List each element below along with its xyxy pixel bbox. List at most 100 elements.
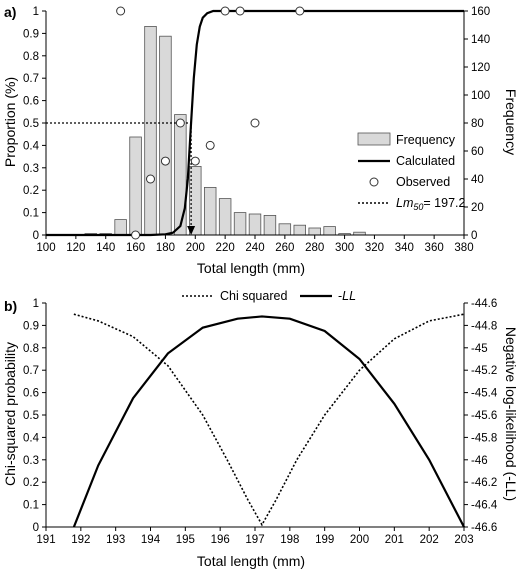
legend-observed-label: Observed xyxy=(396,175,450,189)
x-tick-label: 220 xyxy=(216,242,235,254)
frequency-bar xyxy=(159,35,172,236)
y-tick-label: 0.9 xyxy=(23,28,39,40)
y-tick-label: 1 xyxy=(33,298,39,310)
y2-tick-label: 20 xyxy=(471,202,484,214)
legend-ll-label: -LL xyxy=(338,289,356,303)
y2-tick-label: -45 xyxy=(471,343,488,355)
legend-calculated-label: Calculated xyxy=(396,154,455,168)
x-tick-label: 192 xyxy=(71,534,90,546)
legend-lm50-prefix: Lm xyxy=(396,196,413,210)
frequency-bar xyxy=(218,198,232,236)
legend-lm50-subscript: 50 xyxy=(413,202,423,212)
neg-log-likelihood-line xyxy=(72,315,465,528)
legend-ll-italic: LL xyxy=(342,289,356,303)
x-tick-label: 193 xyxy=(106,534,125,546)
y-tick-label: 0.3 xyxy=(23,455,39,467)
x-tick-label: 340 xyxy=(395,242,414,254)
x-tick-label: 160 xyxy=(126,242,145,254)
y-tick-label: 0.4 xyxy=(23,432,40,444)
x-tick-label: 360 xyxy=(425,242,444,254)
observed-point xyxy=(220,6,230,16)
y-tick-label: 0.7 xyxy=(23,365,39,377)
y2-tick-label: -46 xyxy=(471,455,488,467)
y2-tick-label: -45.4 xyxy=(471,388,498,400)
y2-tick-label: 100 xyxy=(471,90,490,102)
x-tick-label: 194 xyxy=(141,534,161,546)
x-tick-label: 260 xyxy=(275,242,294,254)
panel-a-ylabel: Proportion (%) xyxy=(2,77,18,167)
y2-tick-label: 120 xyxy=(471,62,490,74)
y2-tick-label: -44.8 xyxy=(471,320,497,332)
legend-ll-prefix: - xyxy=(338,289,342,303)
frequency-bar xyxy=(308,227,321,236)
x-tick-label: 280 xyxy=(305,242,324,254)
y2-tick-label: -46.4 xyxy=(471,500,498,512)
y2-tick-label: -44.6 xyxy=(471,298,497,310)
x-tick-label: 201 xyxy=(385,534,404,546)
panel-b-label: b) xyxy=(4,298,17,314)
lm50-arrowhead xyxy=(187,226,196,235)
observed-point xyxy=(146,174,155,184)
panel-a-xlabel: Total length (mm) xyxy=(197,260,305,276)
y-tick-label: 0 xyxy=(33,522,39,534)
legend-lm50-label: Lm50= 197.2 xyxy=(396,196,465,212)
x-tick-label: 380 xyxy=(454,242,473,254)
y-tick-label: 0.2 xyxy=(23,185,39,197)
y2-tick-label: 140 xyxy=(471,34,490,46)
panel-a-y2label: Frequency xyxy=(503,89,519,155)
calculated-line xyxy=(46,9,464,237)
y-tick-label: 0.1 xyxy=(23,208,39,220)
observed-point xyxy=(131,230,141,240)
frequency-bar xyxy=(278,223,292,236)
frequency-bar xyxy=(233,212,247,236)
x-tick-label: 320 xyxy=(365,242,384,254)
x-tick-label: 100 xyxy=(36,242,55,254)
x-tick-label: 140 xyxy=(96,242,115,254)
frequency-bar xyxy=(293,224,306,236)
x-tick-label: 195 xyxy=(176,534,195,546)
x-tick-label: 202 xyxy=(420,534,439,546)
y-tick-label: 0.6 xyxy=(23,388,39,400)
y2-tick-label: -46.6 xyxy=(471,522,497,534)
observed-point xyxy=(116,6,126,16)
frequency-bar xyxy=(144,25,157,236)
frequency-bar xyxy=(203,186,217,236)
y-tick-label: 0.5 xyxy=(23,118,39,130)
x-tick-label: 203 xyxy=(454,534,473,546)
panel-a: a) Proportion (%) Frequency Total length… xyxy=(2,4,519,276)
y2-tick-label: 80 xyxy=(471,118,484,130)
frequency-bar xyxy=(263,214,277,236)
panel-b-y2label: Negative log-likelihood (-LL) xyxy=(503,327,519,501)
frequency-bar xyxy=(323,226,336,236)
legend-frequency-swatch xyxy=(357,132,391,146)
x-tick-label: 180 xyxy=(156,242,175,254)
y2-tick-label: -45.6 xyxy=(471,410,497,422)
observed-point xyxy=(160,156,170,166)
legend-frequency-label: Frequency xyxy=(396,133,456,147)
y-tick-label: 0.7 xyxy=(23,73,39,85)
x-tick-label: 196 xyxy=(211,534,230,546)
legend-chi-label: Chi squared xyxy=(220,289,287,303)
y2-tick-label: 0 xyxy=(471,230,477,242)
legend-lm50-value: = 197.2 xyxy=(423,196,465,210)
x-tick-label: 200 xyxy=(186,242,205,254)
frequency-bar xyxy=(114,219,127,236)
y-tick-label: 0.2 xyxy=(23,477,39,489)
observed-point xyxy=(190,156,200,166)
panel-a-label: a) xyxy=(4,4,16,20)
y2-tick-label: -46.2 xyxy=(471,477,497,489)
y2-tick-label: -45.2 xyxy=(471,365,497,377)
y-tick-label: 0.8 xyxy=(23,343,39,355)
y2-tick-label: 160 xyxy=(471,6,490,18)
x-tick-label: 200 xyxy=(350,534,369,546)
panel-b-ylabel: Chi-squared probability xyxy=(2,342,18,486)
y-tick-label: 0 xyxy=(33,230,39,242)
panel-b-xlabel: Total length (mm) xyxy=(197,553,305,569)
y-tick-label: 0.3 xyxy=(23,163,39,175)
panel-b: b) Chi-squared probability Total length … xyxy=(2,289,519,569)
frequency-bar xyxy=(174,114,187,236)
observed-point xyxy=(175,118,185,128)
y2-tick-label: 40 xyxy=(471,174,484,186)
legend-observed-swatch xyxy=(369,177,379,187)
